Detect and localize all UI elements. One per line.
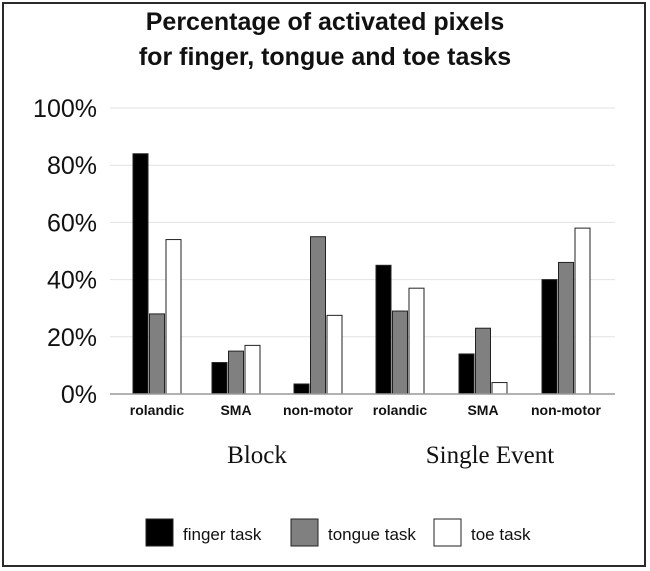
bar-toe-task-SMA (491, 382, 508, 395)
chart-title-line-1: Percentage of activated pixels (146, 8, 504, 36)
legend-label: toe task (471, 525, 531, 544)
x-tick-label: non-motor (531, 402, 602, 418)
bar-tongue-task-SMA (228, 350, 244, 395)
y-tick-label: 0% (61, 381, 97, 409)
bar-tongue-task-non-motor (310, 236, 326, 395)
y-tick-label: 40% (47, 267, 97, 295)
bar-tongue-task-rolandic (392, 310, 408, 395)
bar-finger-task-SMA (211, 362, 228, 395)
y-tick-label: 20% (47, 324, 97, 352)
x-tick-label: SMA (220, 402, 251, 418)
bar-toe-task-SMA (244, 344, 261, 395)
x-tick-label: rolandic (130, 402, 185, 418)
y-tick-label: 100% (33, 95, 97, 123)
legend-label: tongue task (328, 525, 416, 544)
bar-finger-task-rolandic (132, 153, 149, 395)
legend-label: finger task (183, 525, 262, 544)
bar-finger-task-SMA (458, 353, 475, 395)
legend-swatch-finger-task (145, 518, 174, 547)
bar-tongue-task-non-motor (558, 261, 574, 395)
legend-swatch-tongue-task (290, 518, 319, 547)
group-label: Single Event (426, 442, 555, 469)
y-tick-label: 60% (47, 209, 97, 237)
group-label: Block (227, 442, 287, 469)
y-tick-label: 80% (47, 152, 97, 180)
bar-finger-task-non-motor (293, 383, 310, 395)
bar-tongue-task-SMA (475, 327, 491, 395)
bar-tongue-task-rolandic (149, 313, 165, 395)
bar-toe-task-non-motor (574, 227, 591, 395)
x-tick-label: SMA (467, 402, 498, 418)
bar-toe-task-non-motor (326, 314, 343, 395)
x-tick-label: rolandic (373, 402, 428, 418)
bar-toe-task-rolandic (165, 239, 182, 395)
chart-title-line-2: for finger, tongue and toe tasks (139, 43, 511, 71)
bar-toe-task-rolandic (408, 287, 425, 395)
bar-finger-task-non-motor (541, 279, 558, 395)
legend-swatch-toe-task (433, 518, 462, 547)
x-tick-label: non-motor (283, 402, 354, 418)
bar-finger-task-rolandic (375, 264, 392, 395)
